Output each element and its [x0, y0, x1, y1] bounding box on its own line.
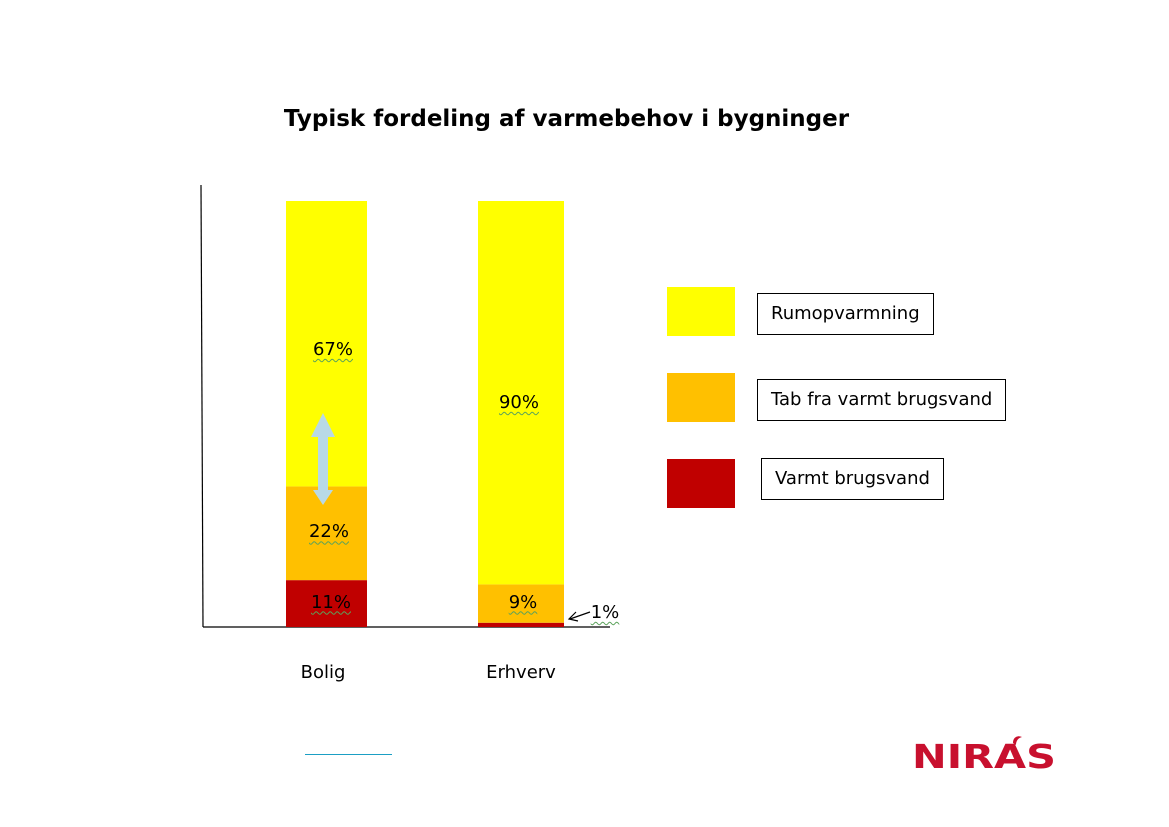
- data-label-bolig-2: 67%: [312, 339, 353, 360]
- bar-bolig-0: [286, 580, 367, 627]
- category-label-bolig: Bolig: [300, 662, 346, 683]
- data-label-erhverv-2: 90%: [498, 392, 539, 413]
- data-label-bolig-1: 22%: [308, 521, 349, 543]
- y-axis: [200, 184, 204, 628]
- data-label-erhverv-0: 1%: [590, 602, 620, 623]
- bar-erhverv-0: [478, 622, 564, 627]
- legend-swatch-rumopvarmning: [667, 287, 735, 336]
- legend-swatch-tab: [667, 373, 735, 422]
- chart-title: Typisk fordeling af varmebehov i bygning…: [283, 106, 850, 132]
- data-label-erhverv-1: 9%: [508, 591, 538, 613]
- footer-line: [305, 754, 392, 755]
- up-down-arrow-icon: [311, 413, 335, 505]
- pointer-arrow-icon: [567, 611, 591, 622]
- bar-erhverv-2: [478, 201, 564, 585]
- bar-bolig-1: [286, 486, 367, 581]
- svg-text:NIRAS: NIRAS: [912, 737, 1056, 770]
- legend-label-varmt: Varmt brugsvand: [761, 458, 944, 500]
- niras-logo: NIRAS: [912, 736, 1056, 770]
- category-label-erhverv: Erhverv: [486, 662, 556, 683]
- legend-label-tab: Tab fra varmt brugsvand: [757, 379, 1007, 421]
- legend-swatch-varmt: [667, 459, 735, 508]
- data-label-bolig-0: 11%: [310, 591, 351, 613]
- legend-label-rumopvarmning: Rumopvarmning: [757, 293, 934, 335]
- bar-erhverv-1: [478, 584, 564, 623]
- bar-segments: [286, 201, 564, 627]
